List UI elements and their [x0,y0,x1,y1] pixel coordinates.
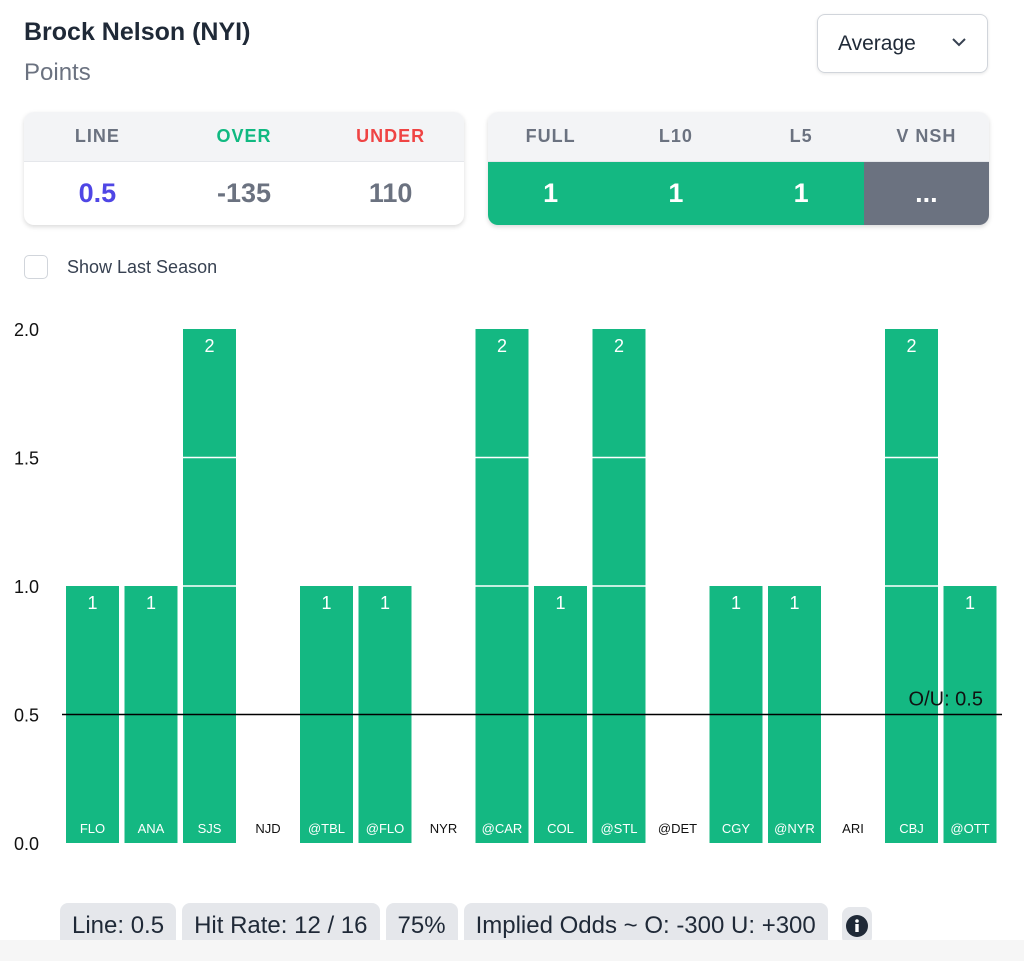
bar-value-label: 1 [965,593,975,613]
y-tick-label: 0.0 [14,834,39,854]
bar-value-label: 1 [321,593,331,613]
x-tick-label: COL [547,821,574,836]
line-value: 0.5 [78,178,117,208]
x-tick-label: @DET [658,821,697,836]
x-tick-label: FLO [80,821,105,836]
y-tick-label: 0.5 [14,706,39,726]
full-header[interactable]: FULL [525,126,576,146]
x-tick-label: CBJ [899,821,924,836]
stat-subtitle: Points [24,59,91,86]
bar-value-label: 2 [204,336,214,356]
x-tick-label: NYR [430,821,457,836]
under-value: 110 [368,178,413,208]
x-tick-label: CGY [722,821,751,836]
chevron-down-icon [952,38,966,47]
x-tick-label: @FLO [366,821,404,836]
l10-header[interactable]: L10 [658,126,693,146]
vs-opponent-value: ... [863,162,989,225]
full-value: 1 [488,162,614,225]
x-tick-label: SJS [198,821,222,836]
bar-value-label: 1 [87,593,97,613]
show-last-season-checkbox[interactable] [24,255,48,279]
x-tick-label: NJD [255,821,280,836]
x-tick-label: @OTT [950,821,989,836]
x-tick-label: ANA [138,821,165,836]
bar-value-label: 1 [731,593,741,613]
over-under-label: O/U: 0.5 [909,689,983,711]
bar-value-label: 1 [380,593,390,613]
y-tick-label: 1.0 [14,577,39,597]
points-bar-chart: 0.0 0.5 1.0 1.5 2.0 1 FLO 1 ANA 2 SJS NJD 1 @TBL 1 @FLO… [14,320,1002,854]
x-tick-label: ARI [842,821,864,836]
player-title: Brock Nelson (NYI) [24,18,251,46]
info-icon [845,914,868,937]
line-header: LINE [74,126,120,146]
l10-value: 1 [613,162,739,225]
aggregate-dropdown[interactable]: Average [817,14,988,73]
x-tick-label: @CAR [482,821,523,836]
x-tick-label: @NYR [774,821,815,836]
bar-value-label: 1 [146,593,156,613]
footer-strip [0,940,1024,961]
bar-value-label: 1 [789,593,799,613]
dropdown-value: Average [838,31,916,55]
over-header: OVER [216,126,272,146]
bar-value-label: 1 [555,593,565,613]
bar-value-label: 2 [906,336,916,356]
l5-value: 1 [738,162,864,225]
l5-header[interactable]: L5 [789,126,813,146]
x-tick-label: @TBL [308,821,345,836]
under-header: UNDER [356,126,426,146]
bar-value-label: 2 [614,336,624,356]
over-value: -135 [216,178,272,208]
vs-opponent-header[interactable]: V NSH [896,126,957,146]
info-button[interactable] [841,906,872,945]
y-tick-label: 2.0 [14,320,39,340]
splits-card: FULL L10 L5 V NSH 1 1 1 ... [488,112,989,225]
odds-card: LINE OVER UNDER 0.5 -135 110 [24,112,464,225]
bar-value-label: 2 [497,336,507,356]
show-last-season-label[interactable]: Show Last Season [67,257,218,277]
x-tick-label: @STL [600,821,637,836]
y-tick-label: 1.5 [14,449,39,469]
